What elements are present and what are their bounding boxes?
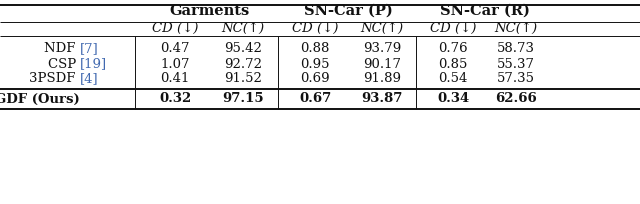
Text: NC(↑): NC(↑)	[221, 21, 264, 34]
Text: NC(↑): NC(↑)	[360, 21, 404, 34]
Text: 58.73: 58.73	[497, 42, 535, 55]
Text: NDF: NDF	[44, 42, 80, 55]
Text: 57.35: 57.35	[497, 72, 535, 85]
Text: 0.76: 0.76	[438, 42, 468, 55]
Text: 0.95: 0.95	[300, 58, 330, 71]
Text: 0.54: 0.54	[438, 72, 468, 85]
Text: 0.34: 0.34	[437, 92, 469, 105]
Text: NC(↑): NC(↑)	[495, 21, 538, 34]
Text: [19]: [19]	[80, 58, 107, 71]
Text: CSP: CSP	[47, 58, 80, 71]
Text: SN-Car (P): SN-Car (P)	[304, 4, 393, 18]
Text: 0.85: 0.85	[438, 58, 468, 71]
Text: [7]: [7]	[80, 42, 99, 55]
Text: 0.41: 0.41	[160, 72, 189, 85]
Text: 90.17: 90.17	[363, 58, 401, 71]
Text: GDF (Ours): GDF (Ours)	[0, 92, 80, 105]
Text: 93.87: 93.87	[362, 92, 403, 105]
Text: 0.32: 0.32	[159, 92, 191, 105]
Text: 97.15: 97.15	[222, 92, 264, 105]
Text: 93.79: 93.79	[363, 42, 401, 55]
Text: 0.47: 0.47	[160, 42, 189, 55]
Text: CD (↓): CD (↓)	[152, 21, 198, 34]
Text: 0.88: 0.88	[300, 42, 330, 55]
Text: 92.72: 92.72	[224, 58, 262, 71]
Text: 62.66: 62.66	[495, 92, 537, 105]
Text: 0.67: 0.67	[299, 92, 331, 105]
Text: Garments: Garments	[169, 4, 249, 18]
Text: 55.37: 55.37	[497, 58, 535, 71]
Text: [4]: [4]	[80, 72, 99, 85]
Text: 91.89: 91.89	[363, 72, 401, 85]
Text: SN-Car (R): SN-Car (R)	[440, 4, 529, 18]
Text: 95.42: 95.42	[224, 42, 262, 55]
Text: 0.69: 0.69	[300, 72, 330, 85]
Text: 91.52: 91.52	[224, 72, 262, 85]
Text: CD (↓): CD (↓)	[292, 21, 338, 34]
Text: CD (↓): CD (↓)	[430, 21, 476, 34]
Text: 3PSDF: 3PSDF	[29, 72, 80, 85]
Text: 1.07: 1.07	[160, 58, 189, 71]
